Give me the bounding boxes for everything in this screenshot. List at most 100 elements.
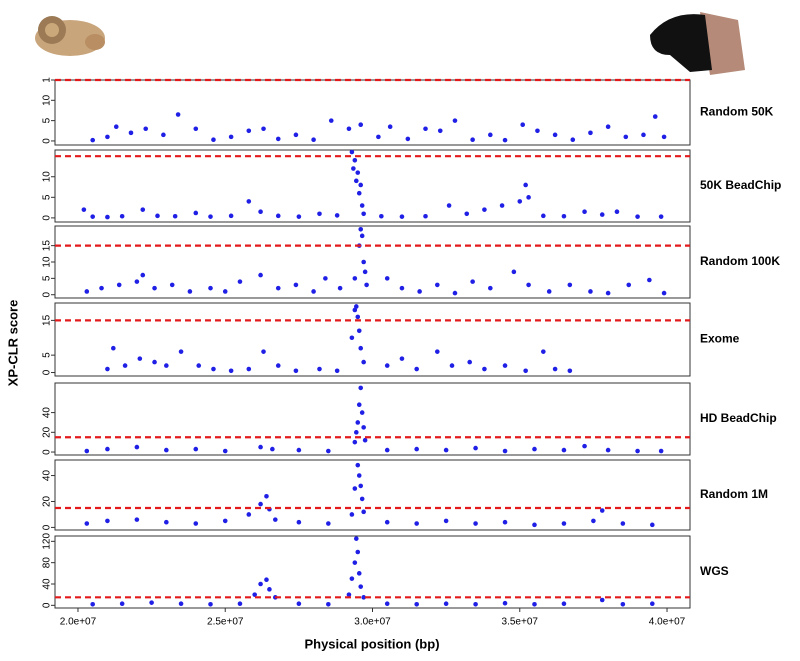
data-point [134, 279, 140, 284]
data-point [502, 519, 508, 525]
data-point [270, 446, 275, 452]
data-point [620, 521, 626, 526]
data-point [376, 134, 381, 140]
data-point [588, 130, 593, 136]
panel-title: Exome [700, 332, 740, 346]
data-point [237, 279, 243, 284]
y-tick-label: 10 [42, 94, 53, 106]
data-point [84, 289, 90, 294]
data-point [258, 501, 263, 507]
data-point [650, 522, 655, 528]
data-point [605, 124, 611, 130]
data-point [311, 289, 316, 294]
data-point [361, 595, 366, 600]
y-tick-label: 0 [42, 369, 53, 375]
data-point [599, 597, 605, 603]
data-point [650, 601, 655, 607]
x-tick-label: 4.0e+07 [649, 617, 686, 628]
data-point [113, 124, 119, 130]
data-point [561, 213, 567, 219]
data-point [552, 132, 558, 138]
sheep-right-icon [650, 12, 745, 75]
data-point [658, 214, 664, 219]
data-point [356, 571, 362, 576]
data-point [187, 289, 193, 294]
data-point [258, 209, 263, 215]
data-point [337, 285, 343, 291]
data-point [355, 420, 361, 425]
y-tick-label: 5 [42, 194, 53, 200]
y-tick-label: 15 [42, 240, 53, 252]
data-point [164, 519, 169, 525]
data-point [437, 128, 443, 134]
data-point [384, 447, 390, 453]
data-point [502, 363, 508, 368]
data-point [423, 213, 428, 219]
x-tick-label: 2.5e+07 [207, 617, 244, 628]
y-tick-label: 15 [42, 314, 53, 326]
data-point [355, 314, 361, 320]
data-point [362, 437, 368, 443]
data-point [423, 126, 428, 132]
panel-title: Random 100K [700, 254, 780, 268]
y-tick-label: 5 [42, 117, 53, 123]
data-point [452, 290, 458, 296]
data-point [356, 328, 362, 334]
y-tick-label: 5 [42, 352, 53, 358]
data-point [626, 282, 632, 288]
data-point [346, 592, 352, 597]
data-point [567, 368, 573, 374]
panel-frame [54, 382, 691, 456]
data-point [140, 272, 146, 278]
data-point [359, 203, 365, 208]
data-point [561, 521, 567, 526]
data-point [152, 359, 157, 365]
data-point [464, 211, 470, 217]
data-point [358, 584, 364, 589]
data-point [355, 462, 361, 468]
data-point [354, 304, 359, 309]
data-point [473, 601, 478, 607]
data-point [252, 592, 257, 597]
y-tick-label: 0 [42, 292, 53, 298]
data-point [352, 486, 358, 491]
data-point [105, 518, 110, 524]
data-point [354, 536, 359, 541]
data-point [356, 190, 362, 196]
data-point [358, 182, 364, 188]
data-point [523, 368, 528, 374]
data-point [275, 213, 281, 219]
data-point [467, 359, 472, 365]
y-tick-label: 10 [42, 256, 53, 268]
data-point [122, 363, 128, 368]
data-point [228, 213, 234, 219]
x-tick-label: 3.0e+07 [354, 617, 391, 628]
x-tick-label: 3.5e+07 [502, 617, 539, 628]
data-point [237, 601, 243, 607]
data-point [473, 445, 478, 451]
data-point [417, 289, 422, 294]
data-point [246, 128, 252, 134]
data-point [635, 448, 640, 454]
data-point [449, 363, 455, 368]
data-point [443, 447, 449, 453]
data-point [414, 601, 419, 607]
data-point [502, 137, 508, 143]
data-point [90, 137, 95, 143]
panel-frame [54, 79, 691, 146]
data-point [570, 137, 576, 143]
y-tick-label: 80 [42, 557, 53, 569]
data-point [267, 587, 272, 592]
data-point [317, 211, 322, 217]
data-point [261, 349, 266, 354]
data-point [379, 213, 384, 219]
data-point [582, 209, 587, 215]
data-point [208, 601, 213, 607]
data-point [620, 601, 626, 607]
data-point [326, 521, 331, 526]
data-point [293, 282, 299, 288]
data-point [143, 126, 149, 132]
data-point [561, 601, 567, 607]
data-point [362, 269, 368, 275]
